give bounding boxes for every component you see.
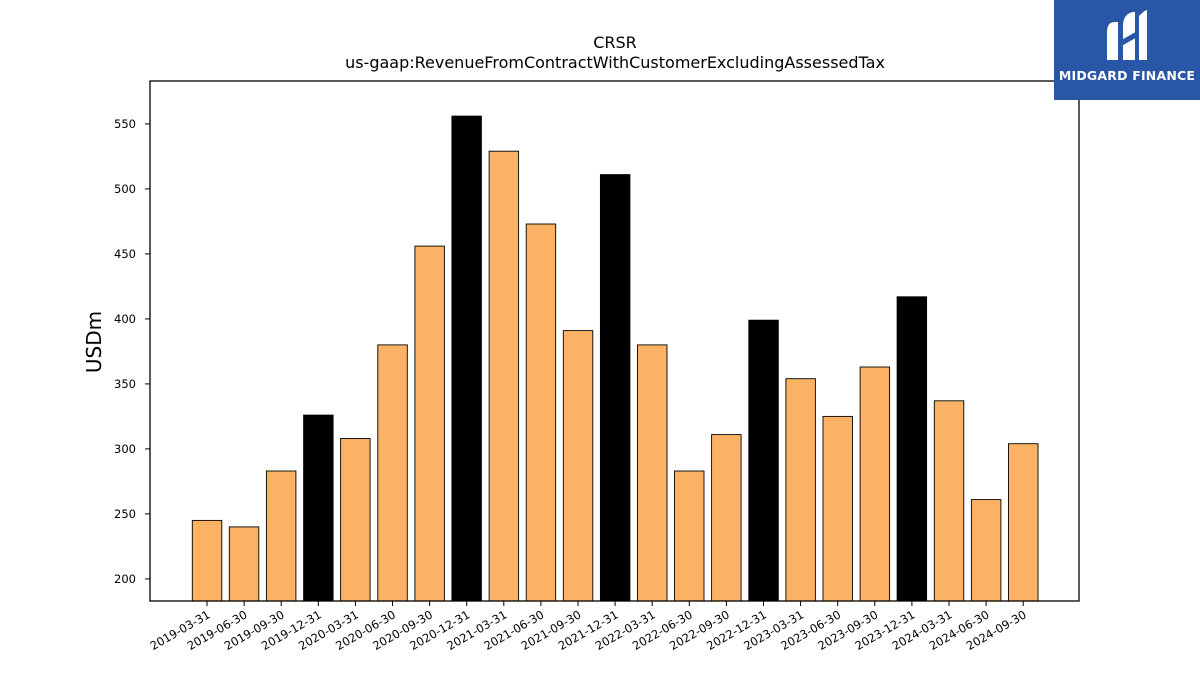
bar-2020-06-30 — [377, 344, 408, 602]
bar-2021-12-31 — [599, 174, 631, 602]
bars-group — [191, 115, 1039, 602]
chart-subtitle: us-gaap:RevenueFromContractWithCustomerE… — [345, 53, 885, 72]
y-tick-label: 250 — [114, 507, 136, 521]
y-tick-label: 500 — [114, 182, 136, 196]
x-ticks-group: 2019-03-312019-06-302019-09-302019-12-31… — [148, 601, 1029, 653]
bar-2023-12-31 — [896, 296, 928, 602]
bar-2024-06-30 — [970, 499, 1002, 602]
bar-2022-12-31 — [748, 319, 779, 602]
bar-2020-12-31 — [451, 115, 482, 602]
y-tick-label: 550 — [114, 117, 136, 131]
bar-2022-06-30 — [674, 470, 705, 602]
logo-text: MIDGARD FINANCE — [1058, 68, 1196, 83]
bar-2020-03-31 — [340, 438, 371, 602]
logo-mark-icon — [1107, 10, 1147, 60]
bar-2023-09-30 — [859, 366, 891, 602]
bar-2022-03-31 — [637, 344, 668, 602]
y-tick-label: 350 — [114, 377, 136, 391]
y-tick-label: 400 — [114, 312, 136, 326]
bar-2024-03-31 — [933, 400, 965, 602]
y-tick-label: 200 — [114, 572, 136, 586]
bar-2021-06-30 — [525, 223, 557, 602]
bar-2023-03-31 — [785, 378, 816, 602]
y-ticks-group: 200 250 300 350 400 450 500 550 — [114, 117, 150, 586]
plot-frame — [149, 80, 1080, 602]
bar-2023-06-30 — [822, 415, 853, 602]
bar-2019-03-31 — [191, 519, 223, 602]
chart-title: CRSR — [593, 33, 637, 52]
bar-2019-06-30 — [228, 526, 260, 602]
bar-2024-09-30 — [1008, 443, 1039, 602]
bar-2022-09-30 — [711, 434, 742, 602]
bar-2020-09-30 — [414, 245, 445, 602]
y-tick-label: 450 — [114, 247, 136, 261]
y-axis-label: USDm — [82, 311, 106, 373]
bar-2019-09-30 — [265, 470, 297, 602]
y-tick-label: 300 — [114, 442, 136, 456]
bar-2021-09-30 — [562, 330, 594, 602]
midgard-finance-logo: MIDGARD FINANCE — [1054, 0, 1200, 100]
bar-2021-03-31 — [488, 150, 520, 602]
bar-2019-12-31 — [303, 414, 334, 602]
